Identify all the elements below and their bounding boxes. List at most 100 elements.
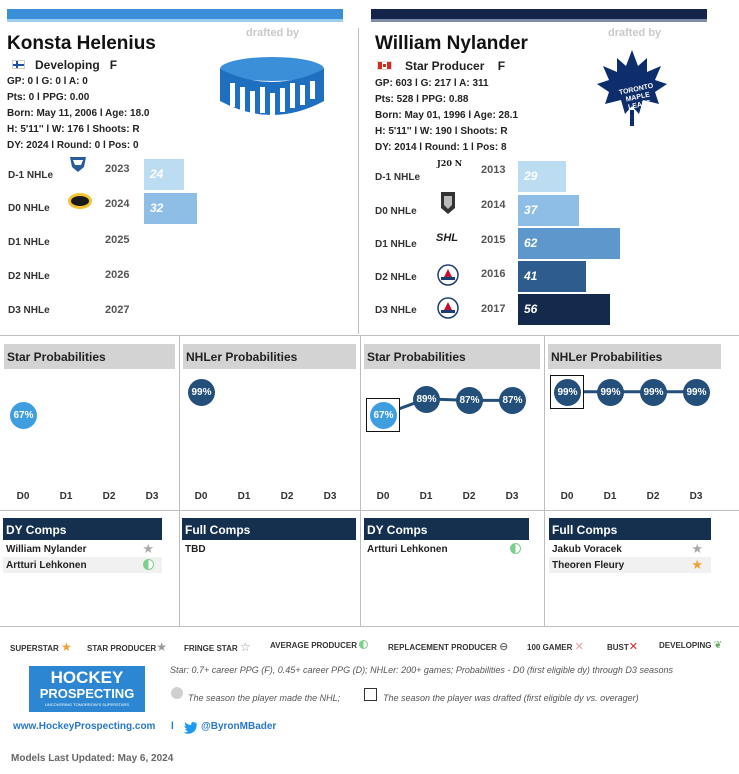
fringe-star-icon: ☆ (239, 640, 251, 654)
comp-row[interactable]: Jakub Voracek ★ (552, 541, 703, 556)
toronto-maple-leafs-logo (597, 50, 667, 126)
nhle-year: 2027 (105, 304, 130, 316)
nhle-row-label: D0 NHLe (8, 203, 50, 214)
nhle-year: 2017 (481, 303, 506, 315)
nhle-year: 2024 (105, 198, 130, 210)
panel-title: NHLer Probabilities (183, 344, 356, 369)
prob-axis-label: D1 (603, 491, 617, 502)
canada-flag-icon (377, 61, 392, 70)
superstar-icon: ★ (691, 557, 703, 572)
star-producer-icon: ★ (142, 541, 154, 556)
comp-row[interactable]: Theoren Fleury ★ (549, 557, 711, 573)
nhle-year: 2025 (105, 234, 130, 246)
prob-point: 99% (597, 378, 624, 406)
prob-axis-label: D3 (689, 491, 703, 502)
nhle-bar: 56 (518, 294, 610, 325)
nhle-bar-value: 32 (150, 201, 164, 215)
models-updated-note: Models Last Updated: May 6, 2024 (11, 753, 174, 764)
league-logo-icon (68, 193, 92, 209)
nhle-row-label: D0 NHLe (375, 206, 417, 217)
prob-axis-label: D3 (505, 491, 519, 502)
h-divider-2 (0, 510, 739, 511)
comps-title: DY Comps (364, 518, 529, 540)
prob-point: 99% (554, 378, 581, 406)
stats-line-2: Pts: 0 l PPG: 0.00 (7, 92, 90, 103)
prob-point: 99% (188, 378, 215, 406)
prob-point: 87% (499, 387, 526, 415)
legend-replacement-producer: REPLACEMENT PRODUCER ⊖ (388, 641, 509, 653)
stats-line-2: Pts: 528 l PPG: 0.88 (375, 94, 469, 105)
bio-line-1: Born: May 11, 2006 l Age: 18.0 (7, 108, 150, 119)
nhle-year: 2026 (105, 269, 130, 281)
right-accent-bar (371, 9, 707, 19)
nhle-row-label: D-1 NHLe (8, 170, 54, 181)
prob-axis-label: D1 (237, 491, 251, 502)
comp-row[interactable]: William Nylander ★ (6, 541, 154, 556)
comps-title: DY Comps (3, 518, 162, 540)
nhle-row-label: D1 NHLe (8, 237, 50, 248)
v-divider-b (360, 336, 361, 626)
nhle-bar-value: 37 (524, 203, 538, 217)
prob-axis-label: D0 (194, 491, 208, 502)
website-link[interactable]: www.HockeyProspecting.com (13, 721, 156, 732)
bio-line-2: H: 5'11'' l W: 190 l Shoots: R (375, 126, 508, 137)
legend-superstar: SUPERSTAR ★ (10, 640, 72, 654)
nhle-bar-value: 41 (524, 269, 538, 283)
nhle-row-label: D2 NHLe (375, 272, 417, 283)
nhle-row-label: D2 NHLe (8, 271, 50, 282)
prob-point: 67% (10, 401, 37, 429)
comp-row[interactable]: TBD (185, 544, 206, 555)
v-divider-a (179, 336, 180, 626)
finland-flag-icon (12, 60, 25, 69)
bio-line-3: DY: 2014 l Round: 1 l Pos: 8 (375, 142, 507, 153)
prob-axis-label: D0 (560, 491, 574, 502)
prob-axis-label: D2 (102, 491, 116, 502)
draft-marker-note: The season the player was drafted (first… (383, 693, 639, 703)
nhle-bar-value: 62 (524, 236, 538, 250)
nhle-row-label: D3 NHLe (375, 305, 417, 316)
nhle-bar: 37 (518, 195, 579, 226)
prob-line (382, 397, 512, 417)
twitter-icon (183, 722, 198, 734)
definition-note: Star: 0.7+ career PPG (F), 0.45+ career … (170, 665, 673, 675)
legend-fringe-star: FRINGE STAR ☆ (184, 640, 251, 654)
nhle-year: 2015 (481, 234, 506, 246)
right-accent-subbar (371, 19, 707, 22)
nhle-year: 2013 (481, 164, 506, 176)
bio-line-3: DY: 2024 l Round: 0 l Pos: 0 (7, 140, 139, 151)
ahl-logo-icon (437, 264, 459, 286)
stats-line-1: GP: 603 l G: 217 l A: 311 (375, 78, 489, 89)
twitter-handle-link[interactable]: @ByronMBader (201, 721, 277, 732)
prob-axis-label: D1 (419, 491, 433, 502)
left-accent-bar (7, 9, 343, 19)
replacement-producer-icon: ⊖ (499, 641, 509, 653)
legend-star-producer: STAR PRODUCER★ (87, 640, 167, 654)
prob-point: 67% (370, 401, 397, 429)
player-status: Developing F (35, 58, 118, 72)
v-divider-c (544, 336, 545, 626)
prob-line (567, 390, 696, 394)
team-logo-icon (441, 192, 455, 214)
nhl-marker-note: The season the player made the NHL; (188, 693, 341, 703)
star-producer-icon: ★ (156, 640, 167, 654)
drafted-by-label: drafted by (246, 27, 300, 39)
legend-developing: DEVELOPING ❦ (659, 640, 723, 651)
bio-line-2: H: 5'11'' l W: 176 l Shoots: R (7, 124, 140, 135)
nhle-row-label: D3 NHLe (8, 305, 50, 316)
nhle-bar: 62 (518, 228, 620, 259)
stats-line-1: GP: 0 l G: 0 l A: 0 (7, 76, 88, 87)
comp-row[interactable]: Artturi Lehkonen (364, 541, 529, 557)
prob-axis-label: D0 (376, 491, 390, 502)
prob-axis-label: D2 (280, 491, 294, 502)
comp-row[interactable]: Artturi Lehkonen (3, 557, 162, 573)
player-name: Konsta Helenius (7, 33, 156, 54)
prob-point: 87% (456, 387, 483, 415)
drafted-by-label: drafted by (608, 27, 662, 39)
star-producer-icon: ★ (691, 541, 703, 556)
nhle-bar-value: 56 (524, 302, 538, 316)
prob-axis-label: D1 (59, 491, 73, 502)
hockey-prospecting-logo: HOCKEY PROSPECTING UNCOVERING TOMORROW'S… (29, 666, 145, 712)
prob-axis-label: D2 (462, 491, 476, 502)
developing-icon: ❦ (713, 640, 723, 651)
nhle-year: 2023 (105, 163, 130, 175)
